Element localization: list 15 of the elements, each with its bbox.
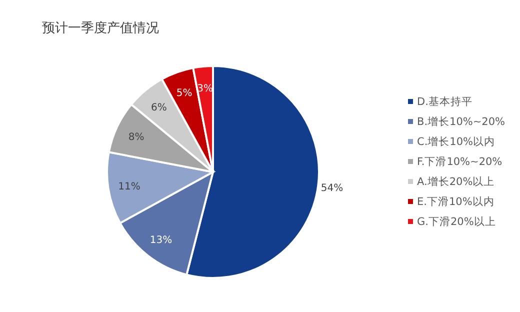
legend-label: B.增长10%~20% [417,115,506,128]
data-label: 54% [320,183,344,194]
data-label: 8% [128,132,144,143]
legend-label: A.增长20%以上 [417,175,495,188]
legend-label: E.下滑10%以内 [417,195,494,208]
data-label: 5% [176,88,192,100]
data-label: 13% [150,235,172,246]
legend-label: G.下滑20%以上 [417,215,496,228]
chart-title: 预计一季度产值情况 [42,20,159,36]
legend-label: F.下滑10%~20% [417,156,502,168]
legend-label: C.增长10%以内 [417,135,496,148]
data-label: 6% [151,102,167,114]
legend-label: D.基本持平 [417,95,472,108]
data-label: 3% [197,84,213,95]
data-label: 11% [118,181,140,192]
